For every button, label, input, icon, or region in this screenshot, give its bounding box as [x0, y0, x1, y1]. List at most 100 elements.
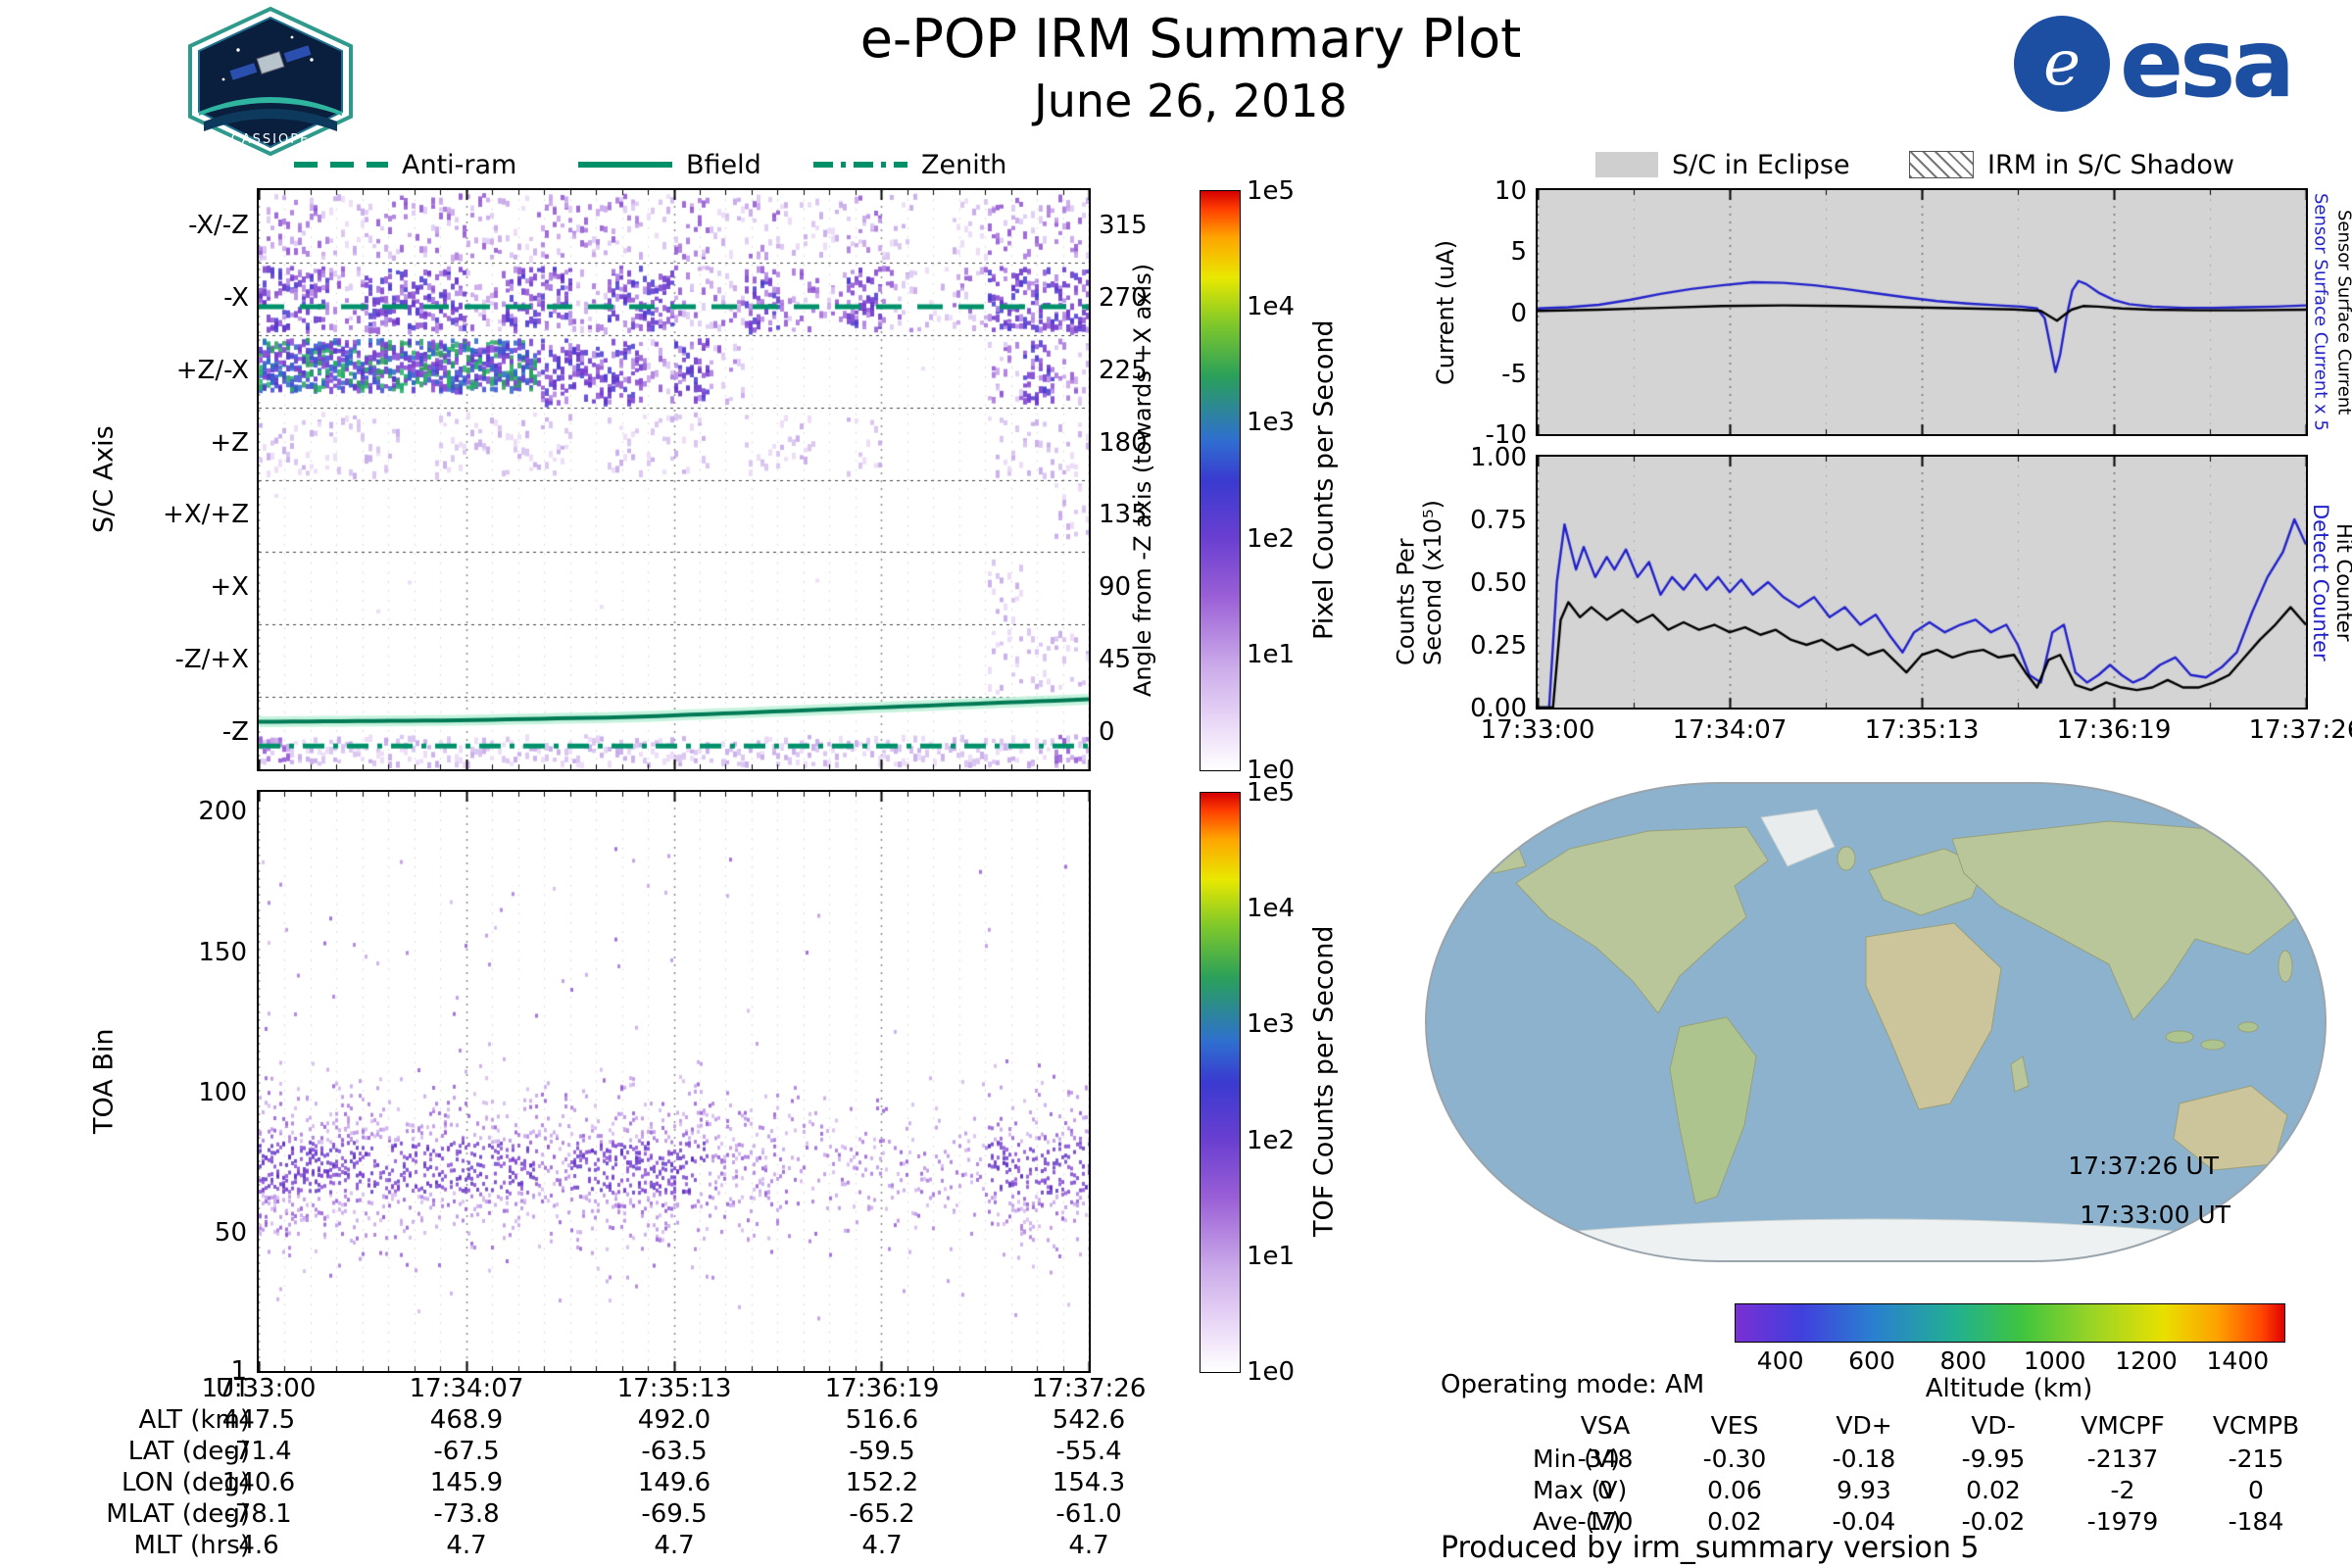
- ephemeris-value: 492.0: [637, 1405, 711, 1435]
- ephemeris-value: 4.6: [238, 1531, 279, 1560]
- sensor-surface-current-x5-label: Sensor Surface Current x 5: [2310, 193, 2331, 431]
- voltage-row-label: Max (V): [1533, 1476, 1628, 1504]
- cassiope-mission-patch: CASSIOPE: [188, 6, 353, 157]
- ephemeris-row-label: ALT (km): [138, 1405, 250, 1435]
- altitude-tick: 800: [1939, 1347, 1987, 1375]
- toa-ytick: 100: [198, 1077, 247, 1107]
- ephemeris-table: UT 17:33:00 17:34:07 17:35:13 17:36:19 17:37:…: [59, 1374, 1186, 1566]
- voltage-value: 0: [2248, 1476, 2264, 1504]
- tof-counts-colorbar-label: TOF Counts per Second: [1308, 925, 1340, 1238]
- esa-logo-circle: e: [2014, 16, 2110, 112]
- track-start-annotation: 17:33:00 UT: [2080, 1200, 2231, 1229]
- ephemeris-value: 468.9: [429, 1405, 504, 1435]
- irm-shadow-swatch: [1909, 151, 1974, 178]
- anti-ram-line-sample: [294, 162, 388, 168]
- ephemeris-value: -65.2: [849, 1499, 915, 1529]
- ephemeris-value: 152.2: [845, 1468, 919, 1497]
- ephemeris-value: 140.6: [221, 1468, 296, 1497]
- map-continents: [1481, 808, 2322, 1261]
- ephemeris-value: 17:33:00: [201, 1374, 317, 1403]
- voltage-value: -215: [2228, 1445, 2284, 1473]
- voltage-column-header: VES: [1710, 1411, 1759, 1440]
- voltage-value: -2: [2110, 1476, 2135, 1504]
- voltage-value: 0.02: [1966, 1476, 2021, 1504]
- ephemeris-value: 4.7: [1068, 1531, 1109, 1560]
- toa-spectrogram: [257, 790, 1091, 1373]
- ephemeris-value: -71.4: [225, 1437, 292, 1466]
- legend-anti-ram: Anti-ram: [294, 147, 516, 182]
- altitude-colorbar-label: Altitude (km): [1925, 1374, 2093, 1403]
- ephemeris-value: 17:34:07: [409, 1374, 524, 1403]
- sensor-surface-current-label: Sensor Surface Current: [2333, 209, 2352, 416]
- right-xtick: 17:34:07: [1672, 715, 1788, 745]
- voltage-row-label: Ave (V): [1533, 1507, 1622, 1536]
- angle-axis-label: Angle from -Z axis (towards +X axis): [1129, 263, 1156, 697]
- ephemeris-row-label: UT: [216, 1374, 250, 1403]
- altitude-tick: 1400: [2206, 1347, 2270, 1375]
- voltage-value: -0.02: [1961, 1507, 2026, 1536]
- detect-counter-label: Detect Counter: [2309, 503, 2332, 662]
- ephemeris-value: -63.5: [641, 1437, 708, 1466]
- voltage-value: -0.30: [1702, 1445, 1767, 1473]
- bfield-line-sample: [578, 162, 672, 168]
- sc-axis-ylabel: S/C Axis: [88, 425, 120, 534]
- right-xtick: 17:37:26: [2248, 715, 2352, 745]
- ephemeris-value: 4.7: [861, 1531, 903, 1560]
- voltage-value: 0.06: [1707, 1476, 1762, 1504]
- legend-irm-shadow: IRM in S/C Shadow: [1909, 147, 2234, 182]
- counters-plot: [1536, 455, 2308, 710]
- right-xtick: 17:36:19: [2056, 715, 2172, 745]
- counts-ytick: 0.50: [1470, 568, 1527, 598]
- ephemeris-value: 4.7: [654, 1531, 695, 1560]
- voltage-value: 0: [1597, 1476, 1613, 1504]
- toa-ytick: 200: [198, 797, 247, 827]
- ephemeris-value: 516.6: [845, 1405, 919, 1435]
- voltage-value: -170: [1577, 1507, 1634, 1536]
- ephemeris-row-label: LON (deg): [121, 1468, 250, 1497]
- esa-logo: e esa: [2014, 16, 2295, 112]
- ephemeris-value: -69.5: [641, 1499, 708, 1529]
- counts-ytick: 1.00: [1470, 443, 1527, 472]
- altitude-tick: 1000: [2023, 1347, 2086, 1375]
- voltage-value: 0.02: [1707, 1507, 1762, 1536]
- ephemeris-row-label: LAT (deg): [127, 1437, 250, 1466]
- altitude-colorbar: [1735, 1303, 2285, 1343]
- ephemeris-value: -59.5: [849, 1437, 915, 1466]
- legend-eclipse: S/C in Eclipse: [1595, 147, 1850, 182]
- operating-mode: Operating mode: AM: [1441, 1370, 1705, 1399]
- voltage-value: -0.18: [1832, 1445, 1896, 1473]
- toa-ylabel: TOA Bin: [88, 1028, 120, 1135]
- voltage-table: VSA VES VD+ VD- VMCPF VCMPB Min (V) -348 -0.30 -0…: [1529, 1411, 2342, 1539]
- voltage-value: 9.93: [1837, 1476, 1891, 1504]
- ephemeris-value: 149.6: [637, 1468, 711, 1497]
- counts-ytick: 0.25: [1470, 631, 1527, 661]
- ephemeris-value: -67.5: [433, 1437, 500, 1466]
- map-outline: [1425, 782, 2327, 1262]
- footer-version: Produced by irm_summary version 5: [1441, 1531, 1980, 1565]
- ephemeris-value: 447.5: [221, 1405, 296, 1435]
- page-title: e-POP IRM Summary Plot: [859, 8, 1522, 70]
- right-xtick: 17:33:00: [1480, 715, 1595, 745]
- ephemeris-value: -78.1: [225, 1499, 292, 1529]
- pixel-counts-colorbar: [1200, 190, 1241, 771]
- sensor-current-plot: [1536, 188, 2308, 436]
- voltage-column-header: VCMPB: [2212, 1411, 2300, 1440]
- hit-counter-label: Hit Counter: [2332, 522, 2352, 642]
- legend-zenith: Zenith: [813, 147, 1006, 182]
- ephemeris-value: -55.4: [1055, 1437, 1122, 1466]
- mission-name: CASSIOPE: [231, 132, 311, 147]
- voltage-value: -9.95: [1961, 1445, 2026, 1473]
- voltage-column-header: VD-: [1971, 1411, 2016, 1440]
- current-ylabel: Current (uA): [1432, 239, 1459, 385]
- voltage-column-header: VD+: [1836, 1411, 1892, 1440]
- pixel-counts-colorbar-label: Pixel Counts per Second: [1308, 319, 1340, 640]
- voltage-value: -2137: [2086, 1445, 2159, 1473]
- legend-bfield: Bfield: [578, 147, 761, 182]
- ephemeris-value: 17:35:13: [616, 1374, 732, 1403]
- voltage-row-label: Min (V): [1533, 1445, 1620, 1473]
- ephemeris-value: -73.8: [433, 1499, 500, 1529]
- voltage-value: -0.04: [1832, 1507, 1896, 1536]
- world-map: 17:37:26 UT 17:33:00 UT: [1425, 782, 2327, 1262]
- ephemeris-value: 17:37:26: [1031, 1374, 1147, 1403]
